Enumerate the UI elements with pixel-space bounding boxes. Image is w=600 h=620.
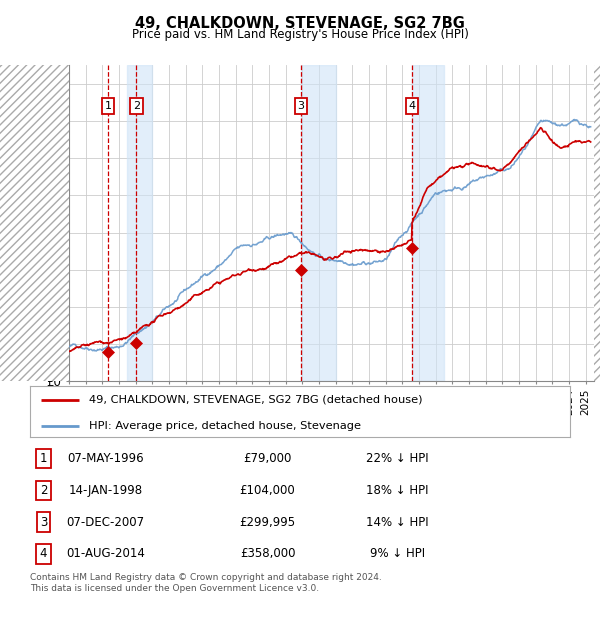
- Text: £104,000: £104,000: [240, 484, 295, 497]
- Bar: [412, 65, 444, 381]
- Text: 07-MAY-1996: 07-MAY-1996: [67, 452, 144, 465]
- Text: 14% ↓ HPI: 14% ↓ HPI: [366, 516, 428, 529]
- Text: HPI: Average price, detached house, Stevenage: HPI: Average price, detached house, Stev…: [89, 421, 361, 431]
- Text: Contains HM Land Registry data © Crown copyright and database right 2024.
This d: Contains HM Land Registry data © Crown c…: [30, 574, 382, 593]
- Text: 49, CHALKDOWN, STEVENAGE, SG2 7BG: 49, CHALKDOWN, STEVENAGE, SG2 7BG: [135, 16, 465, 30]
- Text: Price paid vs. HM Land Registry's House Price Index (HPI): Price paid vs. HM Land Registry's House …: [131, 28, 469, 41]
- Text: 07-DEC-2007: 07-DEC-2007: [67, 516, 145, 529]
- Text: £79,000: £79,000: [244, 452, 292, 465]
- Bar: [301, 65, 335, 381]
- Text: 3: 3: [40, 516, 47, 529]
- Text: 22% ↓ HPI: 22% ↓ HPI: [366, 452, 428, 465]
- Text: 14-JAN-1998: 14-JAN-1998: [68, 484, 143, 497]
- Text: 4: 4: [409, 101, 416, 111]
- Text: 1: 1: [104, 101, 112, 111]
- Text: £358,000: £358,000: [240, 547, 295, 560]
- Text: 3: 3: [298, 101, 305, 111]
- Text: 4: 4: [40, 547, 47, 560]
- Text: 1: 1: [40, 452, 47, 465]
- Text: 49, CHALKDOWN, STEVENAGE, SG2 7BG (detached house): 49, CHALKDOWN, STEVENAGE, SG2 7BG (detac…: [89, 395, 423, 405]
- Text: 9% ↓ HPI: 9% ↓ HPI: [370, 547, 425, 560]
- Text: 2: 2: [40, 484, 47, 497]
- Text: 18% ↓ HPI: 18% ↓ HPI: [366, 484, 428, 497]
- Bar: [127, 65, 152, 381]
- Text: £299,995: £299,995: [239, 516, 296, 529]
- Text: 01-AUG-2014: 01-AUG-2014: [66, 547, 145, 560]
- Text: 2: 2: [133, 101, 140, 111]
